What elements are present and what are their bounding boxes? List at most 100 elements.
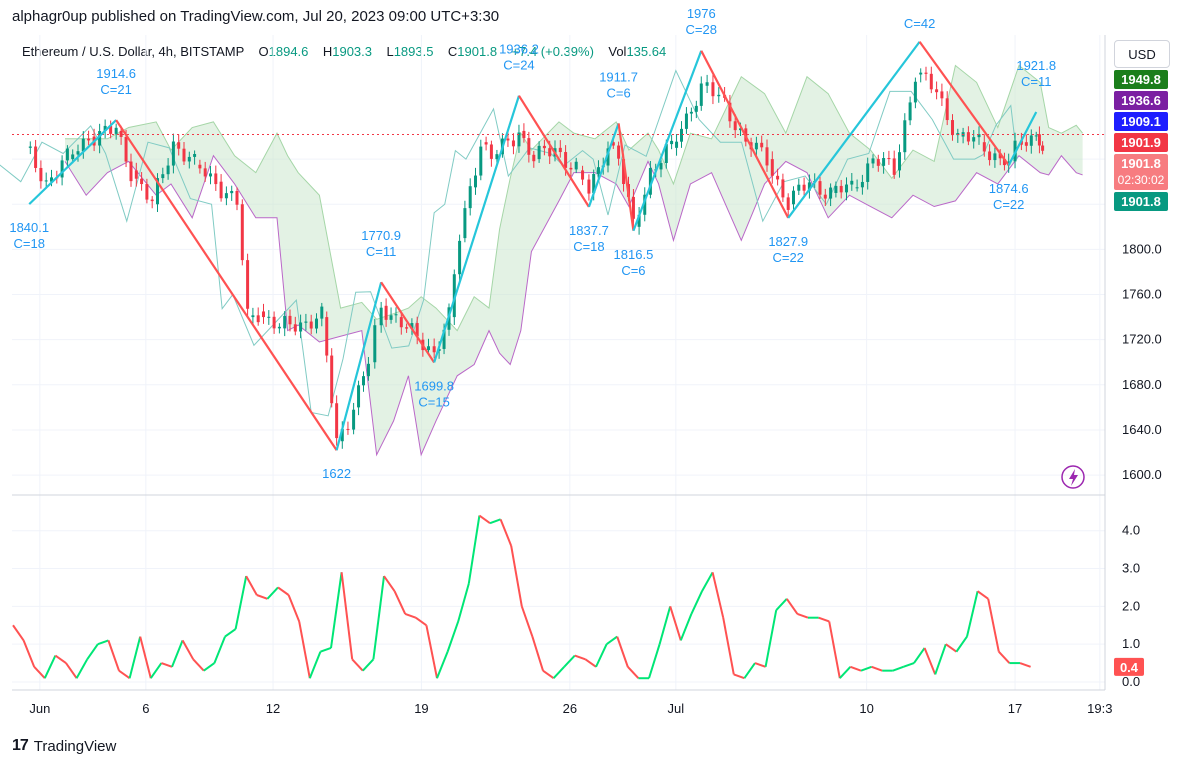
pivot-labels: 1840.1C=181914.6C=2116221770.9C=111699.8…	[9, 6, 1056, 481]
candle-body	[860, 181, 864, 188]
pivot-count-label: C=24	[503, 58, 534, 73]
price-tag-label: 1901.8	[1121, 194, 1161, 209]
candle-body	[495, 154, 499, 160]
candle-body	[357, 385, 361, 408]
candle-body	[637, 214, 641, 227]
time-tick-label: 10	[859, 701, 873, 716]
oscillator-segment	[764, 609, 778, 668]
candle-body	[251, 315, 255, 318]
zigzag-segment	[587, 122, 620, 208]
candle-body	[299, 322, 303, 332]
pivot-count-label: C=22	[772, 250, 803, 265]
oscillator-segment	[701, 571, 714, 592]
oscillator-segment	[850, 665, 862, 672]
oscillator-segment	[489, 518, 501, 525]
lightning-icon[interactable]	[1061, 465, 1085, 489]
candle-body	[177, 142, 181, 149]
candle-body	[972, 137, 976, 142]
oscillator-segment	[139, 636, 152, 679]
oscillator-segment	[658, 606, 672, 645]
osc-tick-label: 2.0	[1122, 598, 1140, 613]
candle-body	[919, 72, 923, 75]
oscillator-segment	[149, 662, 163, 679]
close-label: C	[447, 44, 458, 59]
candle-body	[1002, 159, 1006, 166]
oscillator-segment	[722, 617, 735, 675]
oscillator-segment	[903, 662, 915, 668]
zigzag-segment	[335, 281, 383, 451]
countdown-label: 02:30:02	[1118, 173, 1165, 187]
oscillator-segment	[775, 598, 788, 611]
candle-body	[829, 187, 833, 199]
candle-body	[871, 158, 875, 164]
candle-body	[517, 132, 521, 147]
candle-body	[410, 323, 414, 329]
brand-name: TradingView	[33, 737, 117, 755]
candle-body	[993, 153, 997, 161]
price-tick-label: 1720.0	[1122, 332, 1162, 347]
candle-body	[574, 161, 578, 170]
candle-body	[511, 140, 515, 147]
candle-body	[389, 315, 393, 320]
oscillator-segment	[181, 639, 195, 660]
oscillator-segment	[542, 669, 555, 680]
candle-body	[468, 186, 472, 209]
candle-body	[230, 190, 234, 194]
candle-body	[335, 403, 339, 439]
candle-body	[527, 138, 531, 155]
price-tag-label: 1936.6	[1121, 93, 1161, 108]
candle-body	[463, 208, 467, 239]
oscillator-segment	[340, 572, 354, 660]
pivot-price-label: 1840.1	[9, 220, 49, 235]
candle-body	[384, 305, 388, 320]
zigzag-segment	[918, 41, 1010, 166]
candle-body	[171, 141, 175, 166]
oscillator-segment	[351, 658, 364, 672]
price-tick-label: 1640.0	[1122, 422, 1162, 437]
candle-body	[699, 83, 703, 106]
oscillator-segment	[22, 640, 36, 668]
candle-body	[474, 175, 477, 188]
candle-body	[770, 159, 774, 176]
candle-body	[622, 159, 626, 185]
zigzag-segment	[632, 50, 703, 232]
candle-body	[940, 91, 944, 99]
candle-body	[765, 147, 769, 166]
pivot-price-label: 1911.7	[599, 69, 638, 84]
pivot-price-label: 1837.7	[569, 223, 609, 238]
symbol-name: Ethereum / U.S. Dollar, 4h, BITSTAMP	[22, 44, 245, 59]
candle-body	[807, 182, 811, 191]
publisher-header: alphagr0up published on TradingView.com,…	[12, 8, 500, 25]
oscillator-segment	[1019, 662, 1031, 668]
zigzag-segment	[1007, 111, 1038, 166]
oscillator-segment	[478, 514, 491, 524]
oscillator-segment	[871, 665, 883, 672]
osc-tick-label: 0.0	[1122, 674, 1140, 689]
oscillator-segment	[12, 624, 25, 641]
candle-body	[109, 125, 113, 134]
candle-body	[592, 174, 596, 193]
oscillator-segment	[54, 654, 67, 664]
osc-tick-label: 4.0	[1122, 523, 1140, 538]
candle-body	[913, 81, 917, 103]
candle-body	[34, 146, 38, 168]
candle-body	[760, 142, 764, 148]
candle-body	[129, 161, 133, 182]
oscillator-segment	[966, 590, 979, 637]
oscillator-segment	[733, 673, 745, 680]
pivot-count-label: C=11	[366, 244, 396, 259]
candle-body	[246, 260, 250, 309]
oscillator-segment	[499, 518, 513, 547]
candle-body	[754, 142, 758, 150]
candle-body	[346, 428, 350, 430]
osc-tick-label: 1.0	[1122, 636, 1140, 651]
oscillator-segment	[308, 651, 322, 679]
currency-button[interactable]: USD	[1114, 40, 1170, 68]
oscillator-segment	[266, 586, 279, 600]
oscillator-segment	[913, 647, 926, 664]
candle-body	[548, 148, 552, 157]
osc-value-label: 0.4	[1120, 660, 1139, 675]
price-tag	[1114, 154, 1168, 190]
time-tick-label: Jul	[668, 701, 685, 716]
